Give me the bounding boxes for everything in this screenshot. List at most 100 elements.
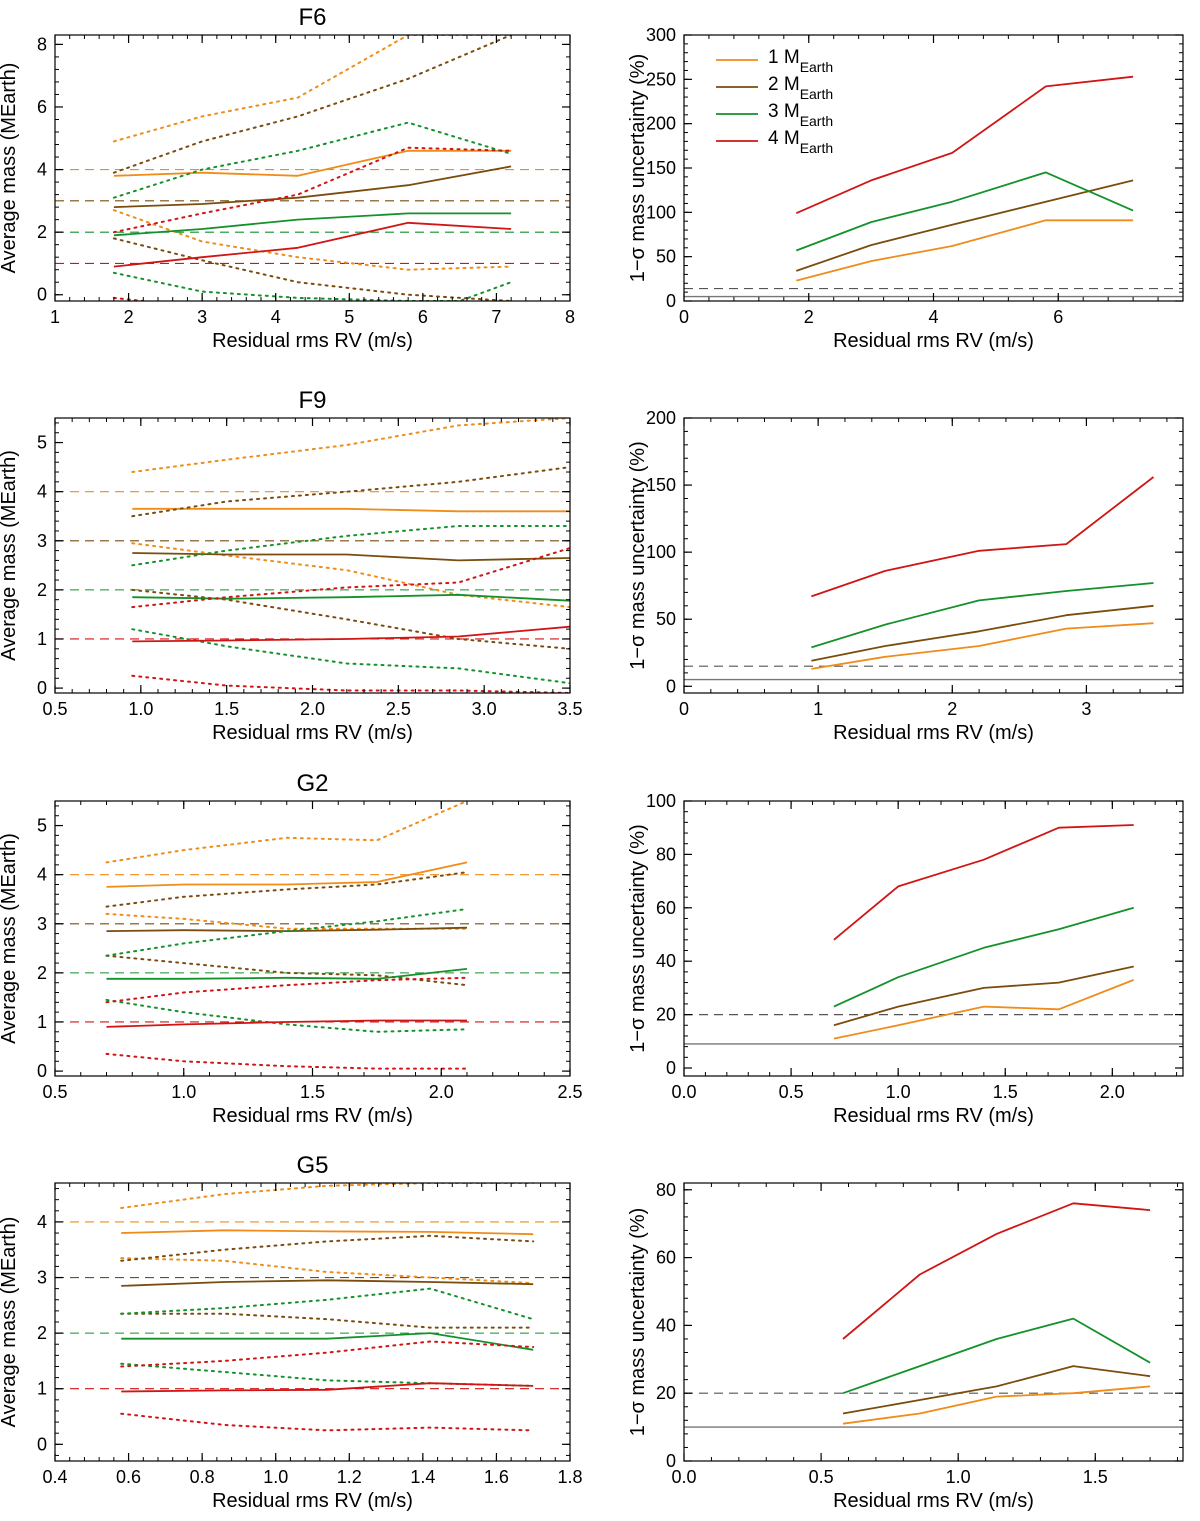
series-line-2-mearth (811, 604, 1154, 662)
series-line-2-mearth (132, 552, 570, 562)
series-line-4-mearth (795, 75, 1134, 215)
series-line-4-mearth (113, 221, 512, 268)
x-tick-label: 1.5 (214, 699, 239, 719)
series-line-4-mearth (106, 1019, 467, 1028)
legend-label-subscript: Earth (800, 113, 833, 129)
y-tick-label: 5 (37, 433, 47, 453)
panel-g2-unc: 0.0 0.5 1.0 1.5 2.0 0 20 40 60 80 100 Residual rms … (627, 791, 1184, 1127)
series-line-3-mearth-upper (105, 908, 468, 957)
legend-label-main: 1 M (768, 47, 800, 68)
series-group (112, 35, 513, 301)
series-line-3-mearth-upper (120, 1287, 535, 1321)
y-tick-label: 60 (656, 898, 676, 918)
series-line-3-mearth (842, 1317, 1151, 1395)
panel-g5-unc: 0.0 0.5 1.0 1.5 0 20 40 60 80 Residual rms RV (m/… (627, 1180, 1184, 1512)
series-line-1-mearth-upper (131, 418, 570, 473)
y-tick-label: 40 (656, 951, 676, 971)
series-line-1-mearth (811, 622, 1154, 670)
series-group (120, 1183, 535, 1432)
series-line-1-mearth (121, 1229, 534, 1236)
y-tick-label: 250 (646, 69, 676, 89)
series-line-2-mearth-lower (120, 1312, 535, 1329)
y-tick-label: 0 (666, 1058, 676, 1078)
x-tick-label: 1.5 (1083, 1467, 1108, 1487)
x-tick-label: 0.0 (671, 1467, 696, 1487)
y-tick-label: 0 (37, 678, 47, 698)
y-tick-label: 200 (646, 408, 676, 428)
x-tick-label: 1.2 (337, 1467, 362, 1487)
x-tick-label: 3 (197, 307, 207, 327)
x-tick-label: 2.0 (1100, 1082, 1125, 1102)
x-tick-label: 0.8 (190, 1467, 215, 1487)
y-axis-title: Average mass (MEarth) (0, 833, 20, 1044)
y-axis-title: 1−σ mass uncertainty (%) (627, 1208, 649, 1437)
x-tick-label: 2 (804, 307, 814, 327)
series-line-3-mearth (795, 171, 1134, 252)
x-tick-label: 1.6 (484, 1467, 509, 1487)
x-tick-label: 3 (1081, 699, 1091, 719)
x-tick-label: 0.5 (779, 1082, 804, 1102)
series-line-2-mearth-lower (105, 954, 468, 987)
y-tick-label: 0 (37, 1061, 47, 1081)
x-axis-title: Residual rms RV (m/s) (833, 1490, 1034, 1512)
series-line-1-mearth (113, 149, 512, 177)
plot-frame (54, 417, 571, 694)
y-axis-title: 1−σ mass uncertainty (%) (627, 441, 649, 670)
x-tick-label: 0.5 (42, 1082, 67, 1102)
plot-frame (683, 800, 1184, 1077)
panel-f6-unc: 0 2 4 6 0 50 100 150 200 250 300 Residual rms RV (m… (627, 25, 1184, 352)
x-axis-title: Residual rms RV (m/s) (833, 330, 1034, 352)
y-tick-label: 2 (37, 580, 47, 600)
plot-frame (54, 1182, 571, 1462)
x-axis-title: Residual rms RV (m/s) (212, 330, 413, 352)
series-line-4-mearth-lower (105, 1052, 468, 1070)
x-axis-title: Residual rms RV (m/s) (833, 1105, 1034, 1127)
x-tick-label: 1.4 (410, 1467, 435, 1487)
y-axis-title: Average mass (MEarth) (0, 1217, 20, 1428)
x-tick-label: 2 (947, 699, 957, 719)
y-tick-label: 60 (656, 1248, 676, 1268)
x-tick-label: 0 (679, 307, 689, 327)
series-line-2-mearth (833, 965, 1134, 1027)
series-line-1-mearth-upper (120, 1183, 535, 1209)
y-tick-label: 5 (37, 816, 47, 836)
x-tick-label: 1.5 (993, 1082, 1018, 1102)
series-line-4-mearth (833, 824, 1134, 941)
y-tick-label: 1 (37, 629, 47, 649)
panel-title: F9 (298, 387, 326, 414)
x-tick-label: 3.5 (557, 699, 582, 719)
x-tick-label: 0.0 (671, 1082, 696, 1102)
panel-f9-mass: 0.5 1.0 1.5 2.0 2.5 3.0 3.5 0 1 2 3 4 5 Residual rms … (0, 387, 583, 744)
x-tick-label: 1.0 (886, 1082, 911, 1102)
x-tick-label: 8 (565, 307, 575, 327)
series-line-1-mearth (106, 861, 468, 888)
y-tick-label: 3 (37, 914, 47, 934)
x-tick-label: 2.5 (386, 699, 411, 719)
series-line-4-mearth-lower (131, 674, 570, 693)
series-line-3-mearth-upper (131, 525, 570, 567)
x-tick-label: 0.5 (42, 699, 67, 719)
x-tick-label: 2.5 (557, 1082, 582, 1102)
y-tick-label: 2 (37, 222, 47, 242)
y-tick-label: 50 (656, 247, 676, 267)
series-line-1-mearth (132, 507, 570, 513)
x-tick-label: 1.8 (557, 1467, 582, 1487)
series-line-3-mearth-lower (112, 271, 513, 301)
y-tick-label: 4 (37, 482, 47, 502)
x-tick-label: 0.4 (42, 1467, 67, 1487)
series-line-4-mearth-upper (105, 976, 468, 1004)
legend-label-main: 3 M (768, 101, 800, 122)
y-tick-label: 0 (37, 285, 47, 305)
series-line-2-mearth (113, 165, 512, 208)
panel-g5-mass: 0.4 0.6 0.8 1.0 1.2 1.4 1.6 1.8 0 1 2 3 4 Residual rm… (0, 1152, 583, 1512)
series-group (842, 1202, 1151, 1425)
legend-label-3-mearth: 3 MEarth (768, 101, 833, 129)
y-tick-label: 3 (37, 1268, 47, 1288)
panel-title: G2 (296, 770, 328, 797)
y-tick-label: 150 (646, 475, 676, 495)
y-axis-title: 1−σ mass uncertainty (%) (627, 54, 649, 283)
y-tick-label: 0 (666, 676, 676, 696)
x-axis-title: Residual rms RV (m/s) (212, 1105, 413, 1127)
plot-frame (683, 1182, 1184, 1462)
series-group (795, 75, 1134, 282)
